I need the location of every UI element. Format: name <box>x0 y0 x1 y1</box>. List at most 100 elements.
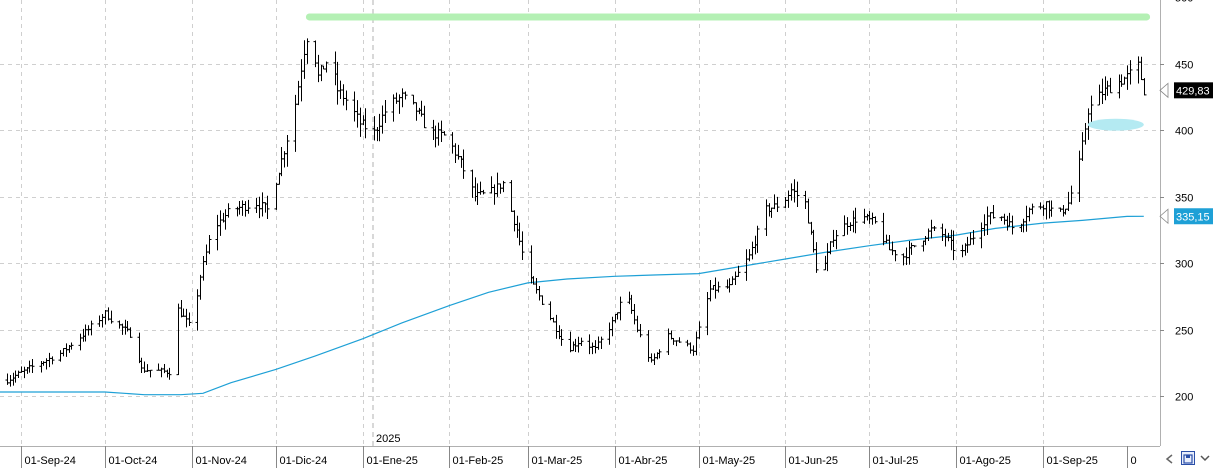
ohlc-bar <box>979 222 984 249</box>
label-pointer <box>1159 82 1169 99</box>
label-pointer <box>1159 208 1169 225</box>
ohlc-bar <box>912 245 917 248</box>
ohlc-bar <box>106 307 111 321</box>
ohlc-bar <box>1058 207 1063 212</box>
ohlc-bar <box>988 212 993 225</box>
ohlc-bar <box>296 80 301 106</box>
ohlc-bar <box>179 300 184 318</box>
ohlc-bar <box>831 229 836 248</box>
ohlc-bar <box>806 198 811 224</box>
ohlc-bar <box>246 199 251 214</box>
ohlc-bar <box>456 144 461 160</box>
ohlc-bar <box>537 286 542 301</box>
ohlc-bar <box>333 51 338 86</box>
chart-settings-icon[interactable] <box>1181 451 1195 465</box>
ohlc-bar <box>509 180 514 212</box>
ohlc-bar <box>923 235 928 246</box>
ohlc-bar <box>907 240 912 265</box>
ohlc-bar <box>691 345 696 356</box>
ohlc-bar <box>235 206 240 217</box>
ohlc-bar <box>260 192 265 217</box>
x-tick-label: 01-Mar-25 <box>532 455 583 467</box>
ohlc-bar <box>811 229 816 253</box>
ohlc-bar <box>137 332 142 364</box>
ohlc-bar <box>893 250 898 262</box>
ohlc-bar <box>587 334 592 355</box>
ohlc-bar <box>285 135 290 167</box>
ohlc-bar <box>548 301 553 321</box>
ohlc-bar <box>666 328 671 356</box>
ohlc-bar <box>39 361 44 373</box>
y-tick-label: 350 <box>1175 193 1193 205</box>
ohlc-bar <box>501 180 506 193</box>
chart-options-icon[interactable] <box>1198 451 1212 465</box>
ohlc-bar <box>929 219 934 239</box>
ohlc-bar <box>324 61 329 73</box>
ohlc-bar <box>1044 201 1049 220</box>
ohlc-bar <box>1002 213 1007 225</box>
x-tick-label: 01-Abr-25 <box>619 455 668 467</box>
ohlc-bar <box>433 125 438 148</box>
ohlc-bar <box>971 230 976 245</box>
ohlc-bar <box>825 243 830 272</box>
ohlc-bar <box>226 203 231 218</box>
ohlc-bar <box>89 320 94 336</box>
ohlc-bar <box>531 276 536 285</box>
ohlc-bar <box>649 353 654 363</box>
x-tick-label: 01-Ene-25 <box>367 455 418 467</box>
ohlc-bar <box>772 194 777 210</box>
ohlc-bar <box>69 342 74 350</box>
ohlc-bar <box>1080 132 1085 161</box>
ohlc-bar <box>870 212 875 225</box>
x-axis: 01-Sep-24 01-Oct-24 01-Nov-24 01-Dic-24 01-E… <box>21 446 1137 468</box>
ohlc-bar <box>632 304 637 325</box>
ohlc-bar <box>610 316 615 337</box>
ohlc-bar <box>590 342 595 355</box>
ohlc-bar <box>450 132 455 154</box>
ohlc-bar <box>139 357 144 374</box>
ohlc-bar <box>1047 200 1052 219</box>
ohlc-bar <box>1069 185 1074 205</box>
ohlc-bar <box>1061 205 1066 217</box>
y-tick-label: 200 <box>1175 392 1193 404</box>
ohlc-bar <box>198 274 203 300</box>
ohlc-bar <box>540 295 545 306</box>
ohlc-bar <box>685 339 690 347</box>
x-tick-label: 01-Feb-25 <box>453 455 504 467</box>
ohlc-bar <box>767 203 772 217</box>
ohlc-bar <box>904 247 909 265</box>
x-tick-label: 01-Jun-25 <box>789 455 839 467</box>
ohlc-bar <box>599 336 604 349</box>
ohlc-bar <box>16 370 21 379</box>
ohlc-bar <box>985 206 990 235</box>
ohlc-bar <box>1100 78 1105 105</box>
ohlc-bar <box>713 277 718 299</box>
ohlc-bar <box>279 146 284 177</box>
ohlc-bar <box>422 105 427 129</box>
ohlc-bar <box>293 94 298 152</box>
ohlc-bar <box>828 241 833 255</box>
ohlc-bar <box>881 212 886 246</box>
ohlc-bar <box>750 241 755 260</box>
ohlc-bar <box>1108 77 1113 94</box>
ohlc-bar <box>78 333 83 351</box>
ohlc-bar <box>83 324 88 342</box>
ohlc-bar <box>223 209 228 230</box>
ohlc-bar <box>481 189 486 195</box>
ohlc-bar <box>103 309 108 325</box>
ohlc-bar <box>688 342 693 354</box>
ohlc-bar <box>417 107 422 115</box>
ohlc-bar <box>394 92 399 104</box>
ohlc-bar <box>439 120 444 143</box>
ohlc-bar <box>940 223 945 241</box>
scroll-left-icon[interactable] <box>1163 452 1177 466</box>
y-tick-label: 300 <box>1175 259 1193 271</box>
ohlc-bar <box>128 327 133 338</box>
ohlc-bar <box>1007 212 1012 227</box>
ohlc-bar <box>299 59 304 102</box>
label-text: 335,15 <box>1176 211 1210 223</box>
x-tick-label: 01-Jul-25 <box>873 455 919 467</box>
ohlc-bar <box>274 182 279 210</box>
ohlc-bar <box>44 358 49 370</box>
